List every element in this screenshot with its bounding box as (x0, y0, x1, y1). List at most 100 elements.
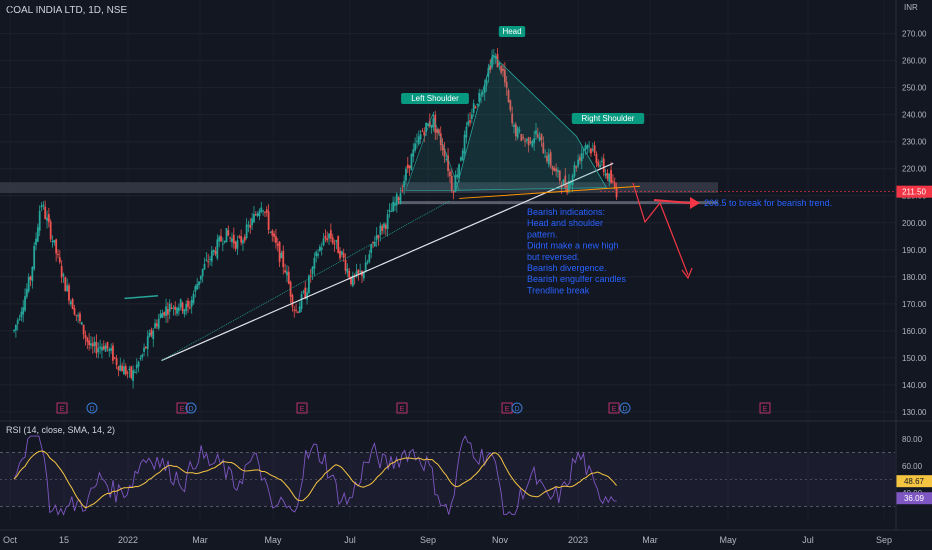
y-tick-label: 220.00 (902, 165, 927, 174)
candle-body (467, 121, 470, 126)
candle-body (324, 235, 327, 239)
candle-body (99, 346, 102, 349)
candle-body (256, 213, 259, 216)
candle-body (229, 237, 232, 239)
bearish-note-line: pattern. (527, 229, 558, 239)
candle-body (416, 140, 418, 142)
candle-body (417, 136, 420, 145)
candle-body (304, 287, 307, 299)
candle-body (481, 93, 484, 95)
candle-body (88, 340, 91, 346)
candle-body (577, 159, 580, 167)
candle-body (549, 152, 552, 167)
candle-body (425, 122, 428, 133)
candle-body (514, 124, 517, 137)
candle-body (544, 156, 547, 158)
candle-body (267, 211, 270, 230)
y-tick-label: 230.00 (902, 138, 927, 147)
bearish-note-line: Bearish indications: (527, 207, 605, 217)
candle-body (306, 292, 308, 300)
candle-body (86, 337, 89, 342)
candle-body (253, 214, 255, 223)
candle-body (280, 253, 283, 258)
candle-body (588, 145, 590, 147)
candle-body (485, 80, 488, 86)
x-tick-label: Jul (344, 535, 356, 545)
candle-body (291, 295, 294, 307)
candle-body (507, 90, 510, 102)
x-tick-label: Oct (3, 535, 18, 545)
candle-body (163, 312, 166, 316)
event-marker (185, 402, 197, 414)
candle-body (348, 270, 351, 278)
candle-body (102, 345, 105, 350)
candle-body (329, 230, 332, 239)
candle-body (406, 164, 409, 169)
candle-body (298, 306, 301, 313)
candle-body (569, 182, 572, 185)
candle-body (584, 145, 587, 150)
candle-body (597, 162, 600, 166)
candle-body (84, 334, 87, 338)
candle-body (113, 357, 116, 359)
candle-body (64, 277, 67, 292)
candle-body (546, 155, 548, 162)
candle-body (395, 193, 398, 206)
candle-body (575, 166, 578, 168)
candle-body (24, 296, 26, 311)
candle-body (31, 266, 34, 282)
rsi-sma-value: 48.67 (904, 477, 925, 486)
candle-body (408, 165, 411, 169)
candle-body (340, 251, 343, 255)
candle-body (286, 271, 288, 276)
candle-body (278, 241, 281, 262)
candle-body (309, 275, 312, 277)
candle-body (410, 154, 413, 171)
candle-body (172, 307, 175, 309)
candle-body (258, 210, 261, 217)
x-tick-label: Sep (420, 535, 436, 545)
candle-body (423, 131, 426, 136)
candle-body (590, 148, 592, 154)
event-marker-letter: D (188, 406, 193, 413)
rsi-tick-label: 60.00 (902, 462, 923, 471)
candle-body (245, 224, 248, 238)
event-marker (396, 402, 408, 414)
candle-body (472, 103, 475, 113)
event-marker-letter: E (612, 406, 617, 413)
candle-body (496, 53, 499, 68)
candle-body (212, 249, 215, 252)
neckline (459, 185, 641, 199)
right-shoulder-label-bg (571, 113, 645, 124)
candle-body (372, 241, 374, 244)
candle-body (599, 165, 601, 168)
candle-body (427, 123, 429, 126)
candle-body (412, 149, 415, 157)
candle-body (49, 221, 52, 240)
event-marker-letter: E (400, 406, 405, 413)
candle-body (381, 225, 384, 232)
candle-body (315, 251, 318, 257)
candle-body (331, 237, 334, 244)
candle-body (463, 134, 466, 154)
candle-body (25, 288, 28, 297)
candle-body (601, 160, 603, 162)
projection-path (632, 182, 689, 276)
candle-body (157, 318, 160, 329)
candle-body (580, 153, 583, 162)
candle-body (146, 336, 149, 350)
event-marker (511, 402, 523, 414)
candle-body (610, 170, 612, 183)
candle-body (474, 106, 477, 109)
candle-body (540, 133, 543, 141)
candle-body (238, 236, 241, 238)
candle-body (155, 323, 158, 327)
event-marker-letter: D (622, 406, 627, 413)
candle-body (320, 247, 323, 250)
head-label-bg (498, 26, 526, 37)
candle-body (264, 211, 266, 213)
candle-body (322, 238, 325, 246)
candle-body (159, 313, 162, 318)
event-marker-letter: E (180, 406, 185, 413)
